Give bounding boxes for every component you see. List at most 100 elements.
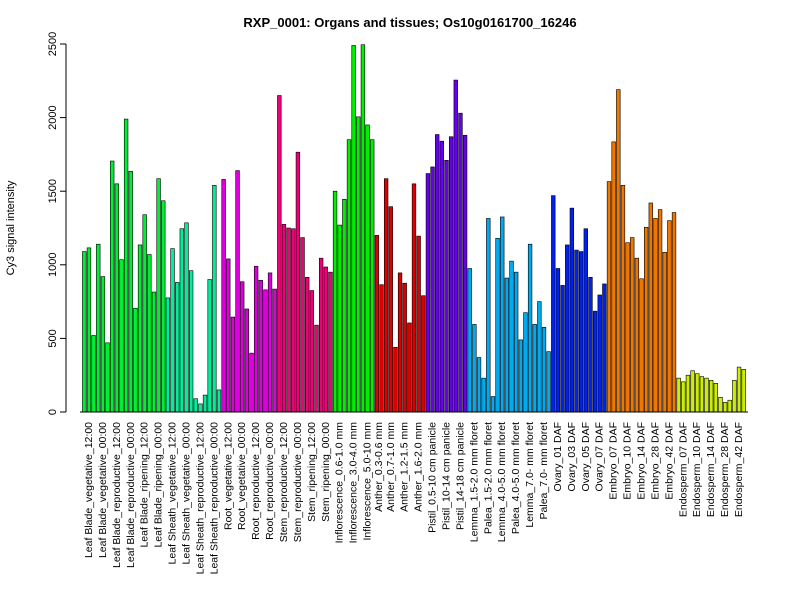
bar [555,268,561,413]
bar [119,259,124,413]
x-tick-label: Embryo_42 DAF [663,422,675,500]
bar [133,307,138,413]
bar [611,141,616,413]
bar [541,327,547,413]
x-tick-label: Endosperm_42 DAF [733,422,745,517]
bar [718,396,723,413]
bar [630,237,635,413]
bar [662,251,667,413]
bar [578,251,584,413]
x-tick-label: Endosperm_14 DAF [705,422,717,517]
bar [569,207,575,413]
bar [240,281,245,413]
bar [518,339,523,413]
x-tick-label: Stem_ripening_12:00 [306,422,318,522]
x-tick-label: Stem_ripening_00:00 [320,422,332,522]
bar [328,271,333,413]
x-tick-label: Root_vegetative_00:00 [236,422,248,530]
bar [258,279,263,413]
bar [100,276,106,413]
bar [170,248,175,413]
bar [527,243,533,413]
bar [188,270,194,413]
y-tick-label: 1000 [47,253,59,277]
bar [137,244,143,413]
bar [202,394,208,413]
bar [439,140,445,413]
bar [249,352,254,413]
x-tick-label: Endosperm_10 DAF [691,422,703,517]
bar [453,79,458,413]
x-tick-label: Lemma_7.0- mm floret [524,422,536,528]
bar [657,209,663,413]
bar [281,224,287,413]
bar [374,235,380,413]
bar [193,398,198,413]
bar [360,44,366,413]
bar [356,116,361,413]
bar [295,151,301,413]
bar [495,238,500,413]
x-tick-label: Pistil_10-14 cm panicle [441,422,453,530]
x-tick-label: Stem_reproductive_00:00 [292,422,304,542]
bar [402,282,407,413]
x-tick-label: Pistil_14-18 cm panicle [454,422,466,530]
bar [602,283,607,413]
bar [458,112,463,413]
bar [467,268,472,413]
bar [114,183,119,413]
x-tick-label: Anther_1.2-1.5 mm [399,422,411,512]
bar [509,260,514,413]
x-tick-label: Palea_4.0-5.0 mm floret [510,422,522,534]
x-tick-label: Embryo_10 DAF [622,422,634,500]
chart-title: RXP_0001: Organs and tissues; Os10g01617… [243,15,576,30]
x-tick-label: Lemma_4.0-5.0 mm floret [496,422,508,542]
x-tick-label: Leaf Sheath_vegetative_00:00 [180,422,192,565]
x-tick-label: Inflorescence_3.0-4.0 mm [348,422,360,544]
bar [644,226,649,413]
bar [741,369,746,413]
x-tick-label: Leaf Blade_reproductive_12:00 [111,422,123,568]
x-tick-label: Ovary_05 DAF [580,422,592,491]
bar [383,178,389,413]
bar [634,257,640,413]
bar [212,185,217,413]
bar [639,278,644,413]
bar [592,310,598,413]
y-tick-label: 1500 [47,179,59,203]
bar [309,290,314,413]
bar [620,185,626,413]
bar [709,380,714,413]
bar [574,249,579,413]
x-tick-label: Endosperm_07 DAF [677,422,689,517]
bar [537,301,542,413]
bar [532,324,537,413]
bar [207,279,212,413]
bar [346,139,352,413]
bar [123,118,129,413]
bar [481,377,486,413]
y-axis: 0 500 1000 1500 2000 2500 [47,32,67,415]
x-tick-label: Ovary_03 DAF [566,422,578,491]
bar [490,396,496,413]
bar [444,159,449,413]
bar [96,243,101,413]
bar [476,357,482,413]
x-tick-label: Stem_reproductive_12:00 [278,422,290,542]
bar [462,134,468,413]
bar [676,377,681,413]
bar [165,297,171,413]
bar [513,271,519,413]
bar [198,403,203,413]
bar [147,254,152,413]
x-tick-label: Leaf Blade_reproductive_00:00 [125,422,137,568]
bar [699,376,705,413]
x-tick-label: Leaf Sheath_reproductive_00:00 [208,422,220,575]
bar [156,178,161,413]
bar [667,220,672,413]
bar [253,265,259,413]
bar [430,166,435,413]
bar [365,124,370,413]
x-tick-label: Leaf Blade_ripening_12:00 [139,422,151,548]
y-tick-label: 2500 [47,32,59,56]
